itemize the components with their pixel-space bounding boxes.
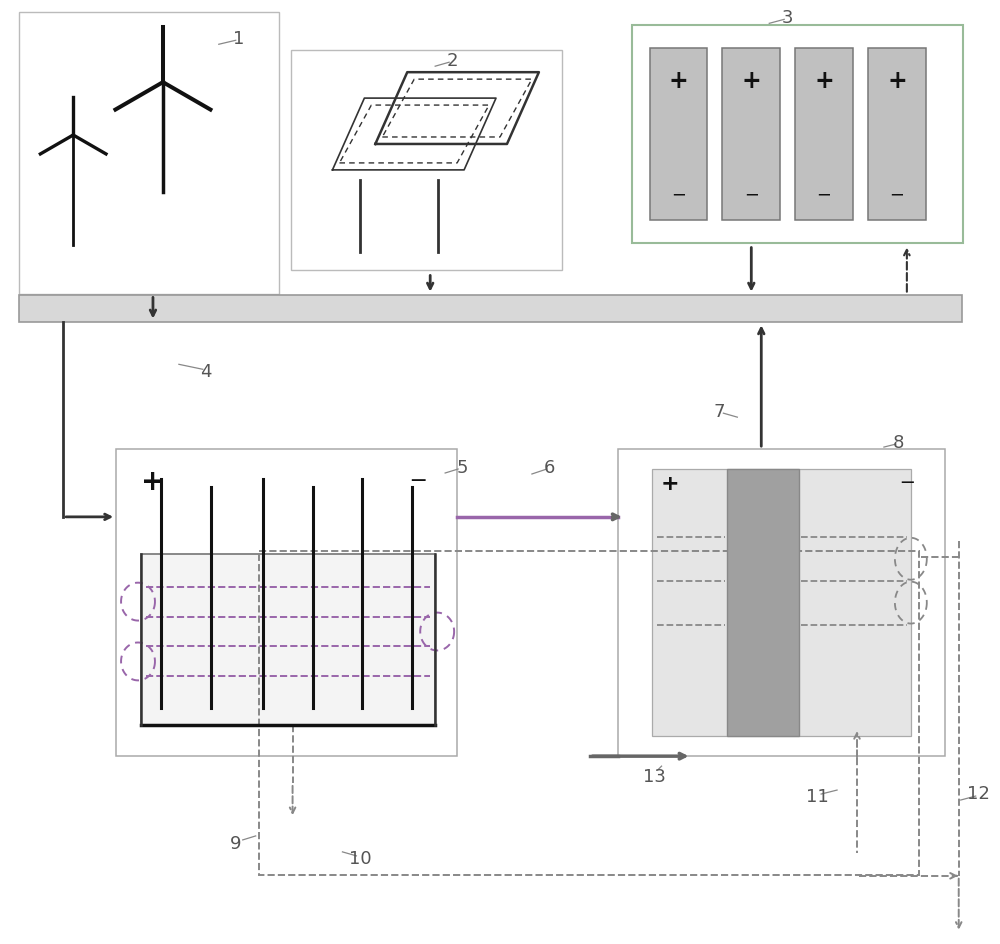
Text: 6: 6 bbox=[544, 459, 556, 477]
Text: 11: 11 bbox=[806, 787, 828, 805]
Bar bbox=[722, 49, 780, 221]
Bar bbox=[795, 49, 853, 221]
Bar bbox=[727, 469, 799, 736]
Text: 2: 2 bbox=[446, 52, 458, 70]
Bar bbox=[652, 469, 911, 736]
Bar bbox=[291, 51, 562, 270]
Bar bbox=[19, 295, 962, 323]
Polygon shape bbox=[375, 73, 539, 144]
Text: 7: 7 bbox=[714, 403, 725, 421]
Text: ─: ─ bbox=[412, 471, 425, 492]
Text: 5: 5 bbox=[456, 459, 468, 477]
Text: ─: ─ bbox=[901, 474, 913, 493]
Bar bbox=[868, 49, 926, 221]
Text: +: + bbox=[741, 69, 761, 93]
Bar bbox=[618, 449, 945, 756]
Text: 4: 4 bbox=[200, 362, 212, 380]
Bar bbox=[116, 449, 457, 756]
Bar bbox=[650, 49, 707, 221]
Text: 9: 9 bbox=[230, 834, 241, 852]
Text: +: + bbox=[669, 69, 688, 93]
Polygon shape bbox=[332, 99, 496, 171]
Text: ─: ─ bbox=[819, 187, 830, 205]
Bar bbox=[632, 26, 963, 244]
Bar bbox=[259, 551, 919, 875]
Text: +: + bbox=[814, 69, 834, 93]
Text: 8: 8 bbox=[893, 433, 905, 451]
Bar bbox=[19, 13, 279, 295]
Text: +: + bbox=[141, 467, 165, 496]
Text: 12: 12 bbox=[967, 784, 990, 802]
Text: +: + bbox=[887, 69, 907, 93]
Text: 13: 13 bbox=[643, 767, 666, 785]
Text: 1: 1 bbox=[233, 30, 244, 48]
Text: ─: ─ bbox=[891, 187, 902, 205]
Bar bbox=[141, 554, 435, 726]
Text: +: + bbox=[660, 474, 679, 494]
Text: 10: 10 bbox=[349, 849, 372, 867]
Text: 3: 3 bbox=[781, 9, 793, 27]
Text: ─: ─ bbox=[746, 187, 757, 205]
Text: ─: ─ bbox=[673, 187, 684, 205]
